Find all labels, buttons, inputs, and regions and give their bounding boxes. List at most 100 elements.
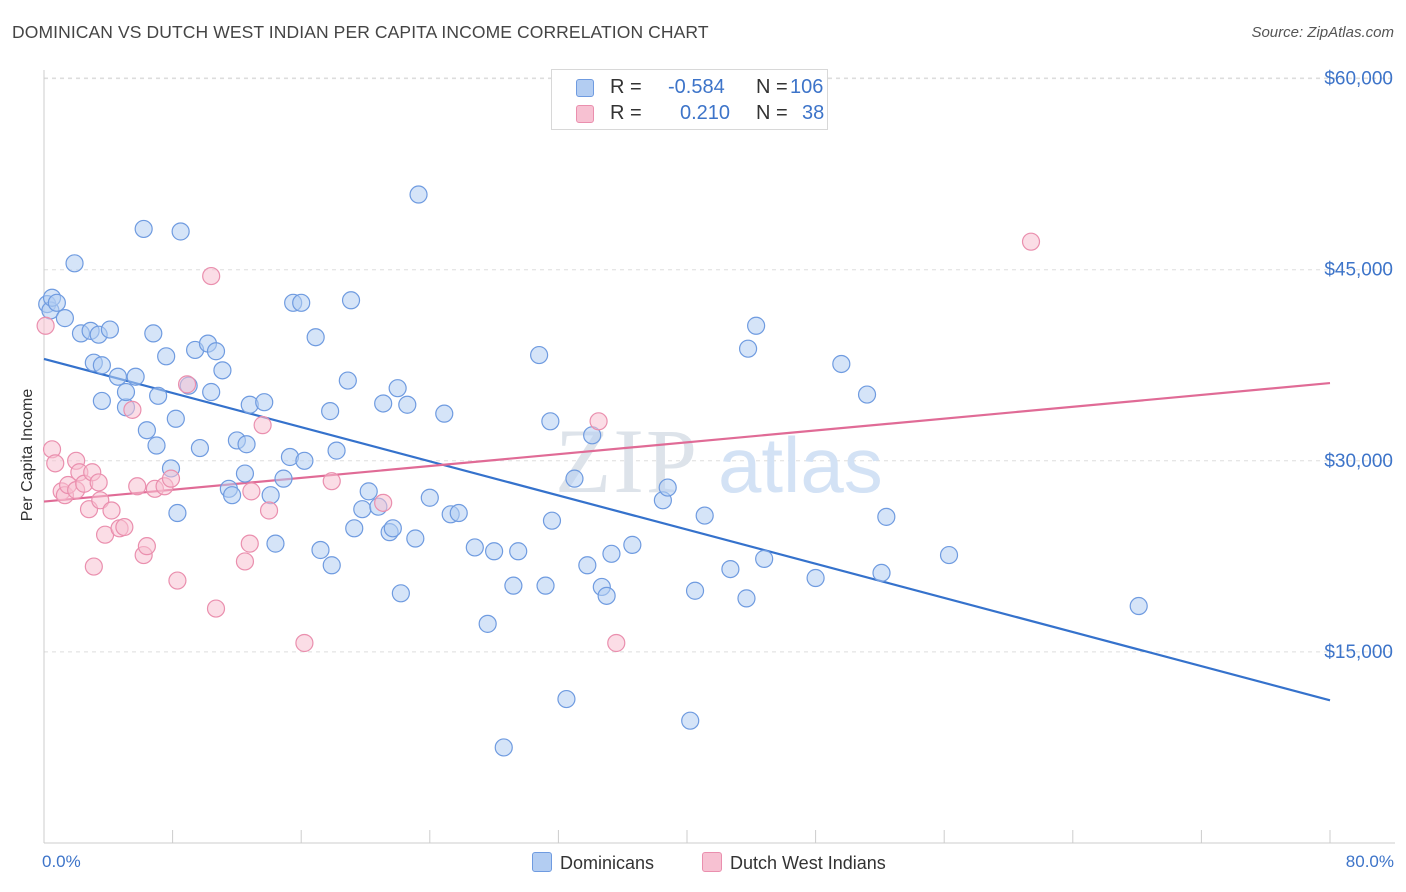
- dominicans-point: [147, 436, 166, 455]
- legend-r-value: -0.584: [668, 76, 725, 98]
- x-tick-label-max: 80.0%: [1345, 852, 1394, 871]
- legend-n-label: N =: [756, 76, 788, 98]
- dominicans-point: [327, 441, 346, 460]
- dominicans-point: [737, 589, 756, 608]
- dutch-west-indians-point: [322, 472, 341, 491]
- dominicans-point: [116, 382, 136, 402]
- bottom-legend-label-dutch-west-indians: Dutch West Indians: [730, 853, 886, 873]
- legend-r-value: 0.210: [680, 102, 731, 124]
- dominicans-point: [685, 581, 705, 600]
- dutch-west-indians-point: [295, 633, 314, 653]
- dominicans-point: [321, 402, 340, 421]
- dutch-west-indians-point: [89, 473, 108, 492]
- trend-layer: [43, 357, 1331, 702]
- axis-layer: [43, 70, 1395, 844]
- dominicans-point: [1129, 596, 1148, 616]
- dominicans-point: [137, 421, 156, 440]
- dutch-west-indians-point: [1021, 232, 1041, 251]
- dominicans-point: [541, 412, 560, 431]
- dominicans-point: [602, 544, 621, 563]
- dutch-west-indians-point: [137, 537, 156, 556]
- dominicans-point: [565, 469, 584, 488]
- dutch-west-indians-point: [253, 416, 272, 435]
- dominicans-point: [485, 542, 504, 561]
- dominicans-point: [398, 395, 417, 414]
- dutch-west-indians-trend-line: [43, 381, 1331, 503]
- y-tick-labels: $15,000 $30,000 $45,000 $60,000: [1324, 69, 1393, 663]
- correlation-legend: R = -0.584 N = 106 R = 0.210 N = 38: [551, 69, 828, 130]
- legend-n-value: 38: [802, 102, 825, 124]
- dominicans-point: [530, 345, 549, 365]
- dominicans-point: [202, 382, 221, 402]
- dominicans-point: [738, 339, 758, 358]
- dominicans-point: [190, 438, 210, 458]
- watermark-atlas: atlas: [718, 421, 883, 509]
- dominicans-point: [695, 506, 714, 525]
- dominicans-point: [509, 542, 528, 561]
- chart-title: DOMINICAN VS DUTCH WEST INDIAN PER CAPIT…: [12, 22, 709, 42]
- dominicans-point: [465, 538, 484, 557]
- dutch-west-indians-point: [589, 412, 608, 431]
- dominicans-point: [578, 556, 597, 575]
- dominicans-point: [478, 614, 497, 633]
- dominicans-point: [872, 563, 891, 583]
- dominicans-point: [261, 486, 280, 505]
- dominicans-point: [721, 559, 740, 579]
- dominicans-point: [542, 511, 562, 530]
- dutch-west-indians-point: [202, 266, 221, 286]
- dominicans-point: [409, 185, 428, 204]
- dutch-west-indians-point: [123, 400, 142, 419]
- bottom-legend-dutch-west-indians: Dutch West Indians: [702, 852, 886, 874]
- legend-swatch-dominicans: [576, 79, 594, 97]
- dominicans-point: [338, 371, 357, 390]
- dominicans-point: [222, 486, 242, 505]
- dutch-west-indians-point: [259, 501, 279, 520]
- bottom-legend-dominicans: Dominicans: [532, 852, 654, 874]
- dominicans-point: [383, 519, 402, 538]
- dominicans-point: [623, 535, 642, 554]
- points-layer: [36, 185, 1148, 757]
- legend-n-value: 106: [790, 76, 824, 98]
- dutch-west-indians-point: [177, 375, 197, 394]
- dominicans-point: [536, 576, 555, 595]
- dutch-west-indians-point: [206, 599, 226, 618]
- dutch-west-indians-point: [91, 491, 110, 510]
- dominicans-point: [353, 500, 372, 519]
- y-tick-label: $60,000: [1324, 69, 1393, 90]
- dutch-west-indians-point: [115, 517, 134, 537]
- dutch-west-indians-point: [161, 469, 181, 488]
- dominicans-point: [92, 391, 111, 411]
- dominicans-point: [857, 385, 877, 404]
- dominicans-point: [292, 293, 311, 312]
- dominicans-point: [755, 549, 774, 568]
- dutch-west-indians-point: [46, 454, 65, 473]
- y-axis-label: Per Capita Income: [19, 388, 36, 522]
- dominicans-point: [47, 293, 66, 312]
- legend-r-label: R =: [610, 102, 642, 124]
- dominicans-point: [206, 342, 226, 361]
- chart-source: Source: ZipAtlas.com: [1251, 24, 1394, 41]
- dominicans-point: [832, 354, 851, 374]
- legend-swatch-dutch-west-indians: [576, 105, 594, 123]
- dominicans-point: [295, 451, 314, 470]
- dominicans-point: [235, 464, 255, 483]
- dominicans-point: [65, 254, 84, 273]
- dominicans-point: [388, 379, 407, 398]
- dominicans-point: [134, 219, 153, 239]
- bottom-legend-label-dominicans: Dominicans: [560, 853, 655, 873]
- dominicans-point: [311, 540, 330, 560]
- dutch-west-indians-point: [102, 501, 121, 520]
- dominicans-point: [341, 291, 361, 310]
- dominicans-point: [55, 309, 74, 328]
- dominicans-point: [149, 386, 168, 405]
- dutch-west-indians-point: [374, 493, 393, 512]
- x-tick-label-min: 0.0%: [42, 852, 81, 871]
- dominicans-point: [166, 409, 185, 428]
- dominicans-point: [157, 347, 176, 366]
- watermark: ZIP atlas: [555, 410, 883, 512]
- dominicans-point: [108, 367, 128, 386]
- dominicans-point: [274, 469, 293, 488]
- dominicans-point: [322, 556, 341, 575]
- dominicans-point: [255, 393, 274, 412]
- dominicans-point: [306, 328, 325, 347]
